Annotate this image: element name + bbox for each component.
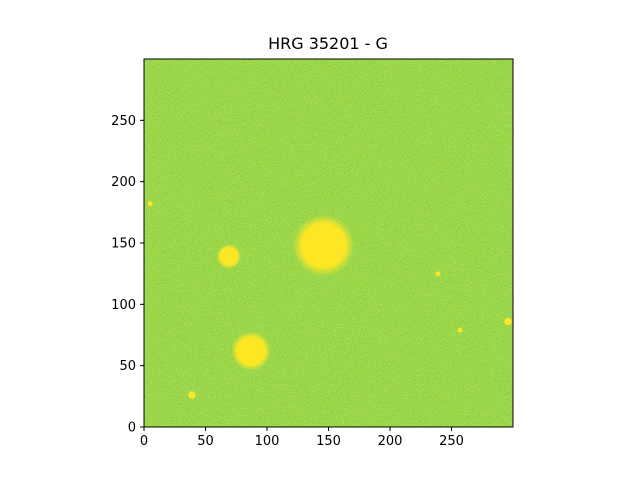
y-tick-label: 100: [111, 298, 136, 313]
y-axis: 0 50 100 150 200 250: [111, 114, 144, 436]
x-tick-label: 200: [378, 434, 403, 449]
sources: [147, 201, 512, 399]
source-1: [292, 214, 355, 277]
y-tick-label: 200: [111, 175, 136, 190]
x-tick-label: 100: [255, 434, 280, 449]
source-6: [435, 271, 441, 277]
y-tick-label: 0: [128, 421, 136, 436]
y-tick-label: 50: [119, 359, 136, 374]
source-8: [457, 327, 463, 333]
y-tick-label: 150: [111, 237, 136, 252]
x-tick-label: 50: [197, 434, 214, 449]
source-2: [231, 331, 271, 371]
source-7: [147, 201, 153, 207]
x-axis: 0 50 100 150 200 250: [140, 427, 464, 449]
y-tick-label: 250: [111, 114, 136, 129]
source-5: [504, 317, 512, 326]
source-4: [188, 391, 196, 399]
x-tick-label: 250: [439, 434, 464, 449]
source-3: [216, 244, 242, 269]
x-tick-label: 150: [316, 434, 341, 449]
x-tick-label: 0: [140, 434, 148, 449]
image-axes: 0 50 100 150 200 250 0 50 100 150 200 250: [111, 58, 514, 449]
plot-title: HRG 35201 - G: [268, 34, 388, 53]
